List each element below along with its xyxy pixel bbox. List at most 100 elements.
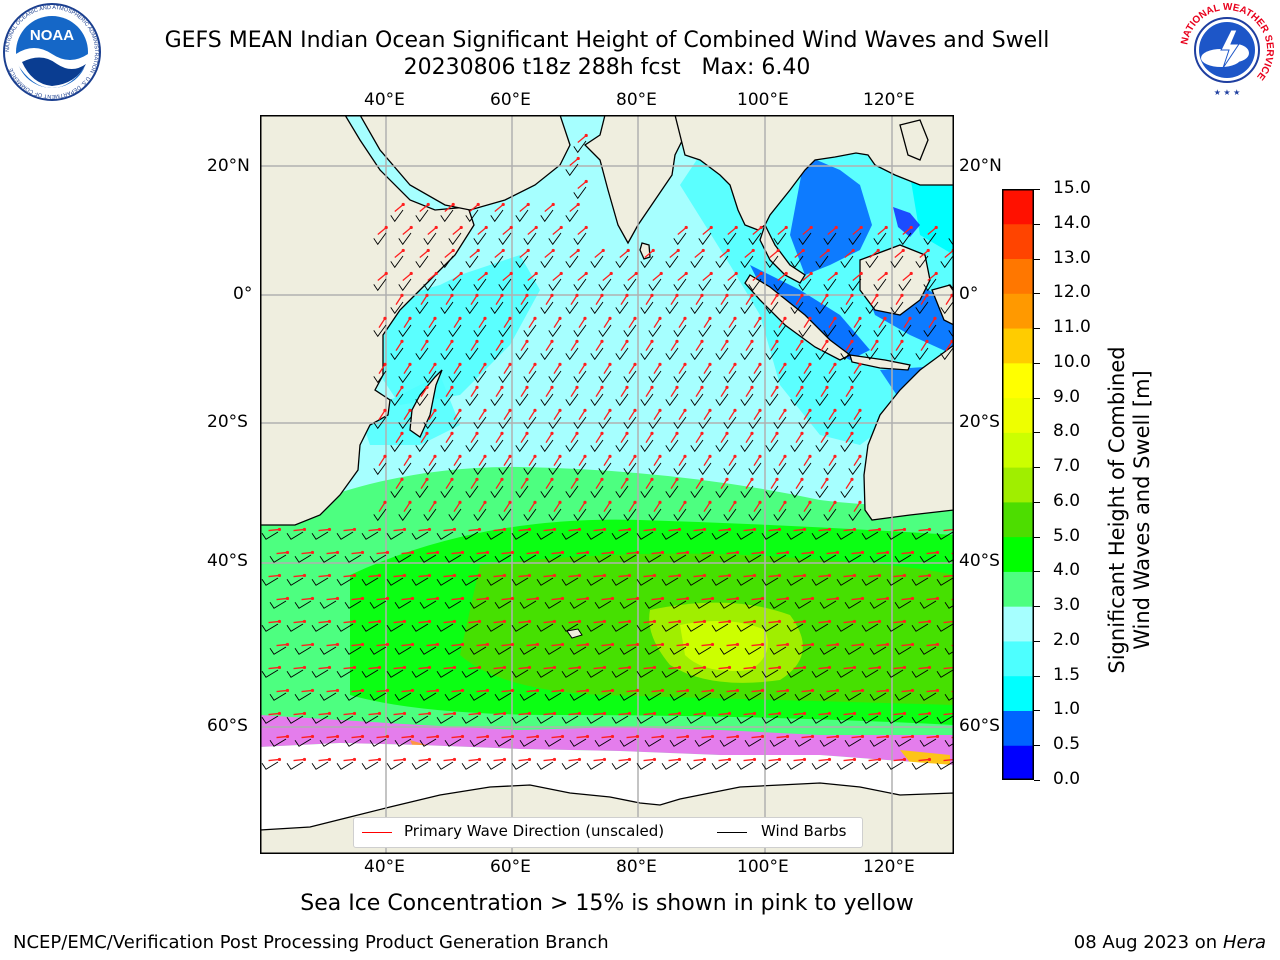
wave-direction-arrow [776,597,788,601]
wave-direction-arrow [893,666,905,670]
wave-direction-arrow [593,574,605,578]
wave-direction-arrowhead [560,596,565,601]
wave-direction-arrowhead [510,642,515,647]
wind-barb [890,301,904,315]
wave-direction-arrow [901,643,913,647]
wave-direction-arrowhead [460,550,465,555]
wave-direction-arrow [743,574,755,578]
wind-barb [386,623,404,632]
wind-barb [665,485,679,499]
wave-direction-arrowhead [352,573,357,578]
wind-barb [536,715,554,724]
wind-barb [590,485,604,499]
wave-direction-arrowhead [560,642,565,647]
wave-direction-arrowhead [459,271,463,276]
wind-barb [944,601,954,609]
wave-direction-arrowhead [608,316,612,320]
wave-direction-arrow [643,758,655,762]
wave-direction-arrow [618,574,630,578]
wave-direction-arrowhead [425,431,429,435]
wave-direction-arrowhead [752,757,757,762]
wave-direction-arrow [645,433,653,443]
wind-barb [361,623,379,632]
wave-direction-arrowhead [558,454,562,458]
wave-direction-arrow [493,758,505,762]
wave-direction-arrow [268,574,280,578]
wave-direction-arrowhead [402,619,407,624]
wave-direction-arrow [426,689,438,693]
wave-direction-arrowhead [633,454,637,458]
wave-direction-arrow [652,272,662,282]
wave-direction-arrowhead [926,248,930,253]
wave-direction-arrowhead [433,316,437,320]
wind-barb [798,232,812,246]
wave-direction-arrow [778,318,786,328]
wave-direction-arrow [403,456,411,466]
wave-direction-arrow [393,620,405,624]
wind-barb [519,692,537,701]
wave-direction-arrow [501,689,513,693]
wind-barb [848,508,862,522]
wind-barb [294,600,312,609]
wave-direction-arrow [845,479,853,489]
wind-barb [398,462,412,476]
wind-barb [844,738,862,747]
colorbar-tick-label: 5.0 [1053,525,1081,546]
wave-direction-arrowhead [685,550,690,555]
wave-direction-arrow [627,272,637,282]
wind-barb [594,554,612,563]
wave-direction-arrowhead [625,385,629,389]
colorbar-segment [1002,432,1034,468]
wave-direction-arrow [801,597,813,601]
wind-barb [840,347,854,361]
wave-direction-arrow [643,574,655,578]
wind-barb [640,301,654,315]
wind-barb [815,347,829,361]
wave-direction-arrowhead [408,316,412,320]
wave-direction-arrow [293,712,305,716]
wave-direction-arrow [393,712,405,716]
wave-direction-arrowhead [777,665,782,670]
wave-direction-arrowhead [460,734,465,739]
wave-direction-arrowhead [360,642,365,647]
wind-barb [869,692,887,701]
lon-label-top-40e: 40°E [364,90,405,110]
wind-barb [794,738,812,747]
wave-direction-arrowhead [825,385,829,389]
wave-direction-arrow [868,712,880,716]
wave-direction-arrowhead [635,734,640,739]
wind-barb [423,462,437,476]
wind-barb [823,278,837,292]
wind-barb [761,715,779,724]
wave-direction-arrow [851,735,863,739]
wind-barb [369,554,387,563]
wind-barb [744,600,762,609]
wave-direction-arrow [518,712,530,716]
wave-direction-arrowhead [752,527,757,532]
wave-direction-arrowhead [426,248,430,253]
wave-direction-arrow [395,479,403,489]
wind-barb [786,761,804,770]
wind-barb [519,600,537,609]
wave-direction-arrowhead [850,431,854,435]
wave-direction-arrowhead [633,408,637,412]
wind-barb [623,462,637,476]
wave-direction-arrowhead [860,596,865,601]
wave-direction-arrow [418,620,430,624]
wind-barb [569,692,587,701]
wave-direction-arrowhead [433,362,437,366]
wind-barb [590,255,604,269]
wave-direction-arrowhead [360,550,365,555]
colorbar-tick-label: 3.0 [1053,595,1081,616]
wave-direction-arrowhead [725,431,729,435]
wave-direction-arrow [593,620,605,624]
wave-direction-arrow [693,528,705,532]
wave-direction-arrowhead [658,500,662,504]
wind-barb [911,715,929,724]
wind-barb [698,416,712,430]
colorbar-tick-label: 9.0 [1053,386,1081,407]
wave-direction-arrowhead [677,527,682,532]
wave-direction-arrowhead [826,248,830,253]
wind-barb [673,416,687,430]
wave-direction-arrowhead [527,573,532,578]
